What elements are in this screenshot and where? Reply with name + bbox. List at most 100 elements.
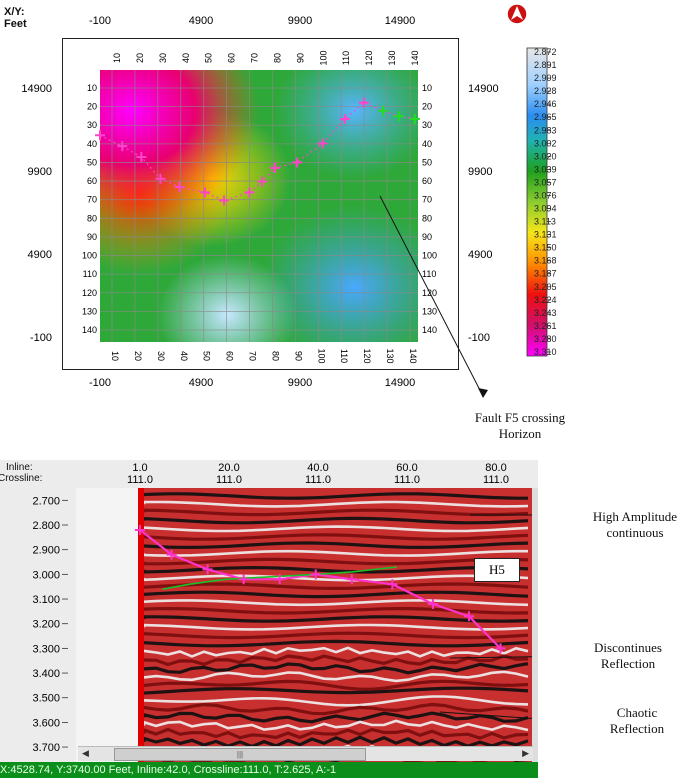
horizon-marker (238, 574, 249, 585)
map-inline-tick-bottom: 10 (110, 351, 120, 361)
map-y-tick-left: 4900 (28, 249, 52, 261)
map-inline-tick-top: 50 (204, 53, 214, 63)
fault-marker (174, 181, 185, 192)
chaotic-annotation: Chaotic Reflection (592, 705, 682, 737)
colorbar-label: 3.076 (534, 190, 557, 200)
map-crossline-tick-left: 70 (87, 195, 97, 205)
map-crossline-tick-left: 140 (82, 325, 97, 335)
map-inline-tick-top: 130 (387, 50, 397, 65)
map-x-tick-bottom: 4900 (189, 377, 213, 389)
north-arrow-icon[interactable] (505, 2, 529, 26)
map-y-tick-left: -100 (30, 332, 52, 344)
colorbar-label: 3.002 (534, 138, 557, 148)
horizon-marker (202, 564, 213, 575)
fault-annotation: Fault F5 crossing Horizon (455, 410, 585, 442)
fault-marker (155, 173, 166, 184)
status-bar: X:4528.74, Y:3740.00 Feet, Inline:42.0, … (0, 762, 538, 778)
chaotic-line1: Chaotic (616, 705, 658, 720)
scroll-thumb[interactable]: ||| (114, 748, 366, 761)
colorbar-label: 2.928 (534, 86, 557, 96)
h5-label-box: H5 (474, 558, 520, 582)
map-inline-tick-top: 60 (227, 53, 237, 63)
map-y-tick-right: 9900 (468, 166, 492, 178)
map-crossline-tick-right: 70 (422, 195, 432, 205)
seismic-time-tick: 3.700 (32, 742, 60, 754)
fault-marker (409, 113, 420, 124)
fault-marker (269, 162, 280, 173)
map-crossline-tick-right: 130 (422, 306, 437, 316)
map-inline-tick-bottom: 70 (248, 351, 258, 361)
horizon-marker (427, 598, 438, 609)
map-inline-tick-bottom: 50 (202, 351, 212, 361)
horizon-marker (274, 574, 285, 585)
map-crossline-tick-right: 100 (422, 251, 437, 261)
colorbar-label: 3.020 (534, 151, 557, 161)
status-text: X:4528.74, Y:3740.00 Feet, Inline:42.0, … (0, 764, 337, 776)
seismic-inline-tick: 40.0 (307, 462, 328, 474)
seismic-crossline-tick: 111.0 (305, 474, 331, 486)
seismic-reflector (142, 508, 529, 517)
colorbar-label: 3.243 (534, 308, 557, 318)
colorbar-label: 2.946 (534, 99, 557, 109)
colorbar-label: 2.909 (534, 73, 557, 83)
colorbar-label: 3.039 (534, 164, 557, 174)
map-crossline-tick-left: 60 (87, 176, 97, 186)
fault-marker (117, 141, 128, 152)
header-crossline: Crossline: (0, 473, 43, 484)
seismic-reflector (142, 727, 529, 740)
seismic-reflector (142, 686, 529, 695)
map-inline-tick-bottom: 80 (270, 351, 280, 361)
horizon-marker (166, 549, 177, 560)
seismic-reflector (142, 541, 529, 550)
seismic-reflector (142, 695, 529, 707)
map-crossline-tick-left: 130 (82, 306, 97, 316)
scroll-thumb-grip: ||| (236, 750, 244, 759)
map-y-tick-right: -100 (468, 332, 490, 344)
colorbar-label: 3.205 (534, 282, 557, 292)
map-crossline-tick-left: 100 (82, 251, 97, 261)
horizontal-scrollbar[interactable]: ◀ ||| ▶ (78, 746, 533, 761)
seismic-reflector (142, 615, 529, 623)
colorbar-label: 3.310 (534, 347, 557, 357)
fault-marker (339, 113, 350, 124)
map-inline-tick-bottom: 140 (408, 348, 418, 363)
map-inline-tick-top: 100 (318, 50, 328, 65)
map-crossline-tick-left: 30 (87, 120, 97, 130)
fault-marker (219, 195, 230, 206)
seismic-reflector (142, 557, 529, 566)
map-y-tick-right: 4900 (468, 249, 492, 261)
fault-marker (244, 187, 255, 198)
discontinues-line2: Reflection (600, 656, 656, 671)
map-crossline-tick-right: 60 (422, 176, 432, 186)
seismic-reflector (142, 670, 529, 683)
discontinues-line1: Discontinues (594, 640, 662, 655)
seismic-inline-tick: 60.0 (396, 462, 417, 474)
seismic-inline-tick: 20.0 (218, 462, 239, 474)
map-inline-tick-bottom: 30 (156, 351, 166, 361)
map-crossline-tick-right: 20 (422, 102, 432, 112)
seismic-crossline-tick: 111.0 (483, 474, 509, 486)
seismic-reflector (142, 735, 529, 749)
map-y-tick-left: 14900 (21, 83, 52, 95)
map-inline-tick-bottom: 100 (316, 348, 326, 363)
map-inline-tick-top: 110 (341, 51, 351, 65)
seismic-time-tick: 2.700 (32, 495, 60, 507)
seismic-reflector (142, 639, 529, 648)
fault-annotation-line2: Horizon (498, 426, 542, 441)
h5-label: H5 (489, 562, 505, 577)
fault-marker (358, 97, 369, 108)
scroll-left-arrow-icon[interactable]: ◀ (82, 748, 89, 758)
horizon-marker (346, 574, 357, 585)
high-amplitude-line2: continuous (606, 525, 664, 540)
map-inline-tick-bottom: 60 (225, 351, 235, 361)
map-inline-tick-bottom: 40 (179, 351, 189, 361)
map-x-tick-bottom: 9900 (288, 377, 312, 389)
map-x-tick-bottom: -100 (89, 377, 111, 389)
seismic-time-tick: 3.600 (32, 717, 60, 729)
map-inline-tick-bottom: 120 (362, 348, 372, 363)
horizon-marker (135, 524, 145, 535)
scroll-right-arrow-icon[interactable]: ▶ (522, 748, 529, 758)
fault-annotation-line1: Fault F5 crossing (474, 410, 566, 425)
map-crossline-tick-left: 50 (87, 157, 97, 167)
seismic-time-tick: 3.100 (32, 594, 60, 606)
